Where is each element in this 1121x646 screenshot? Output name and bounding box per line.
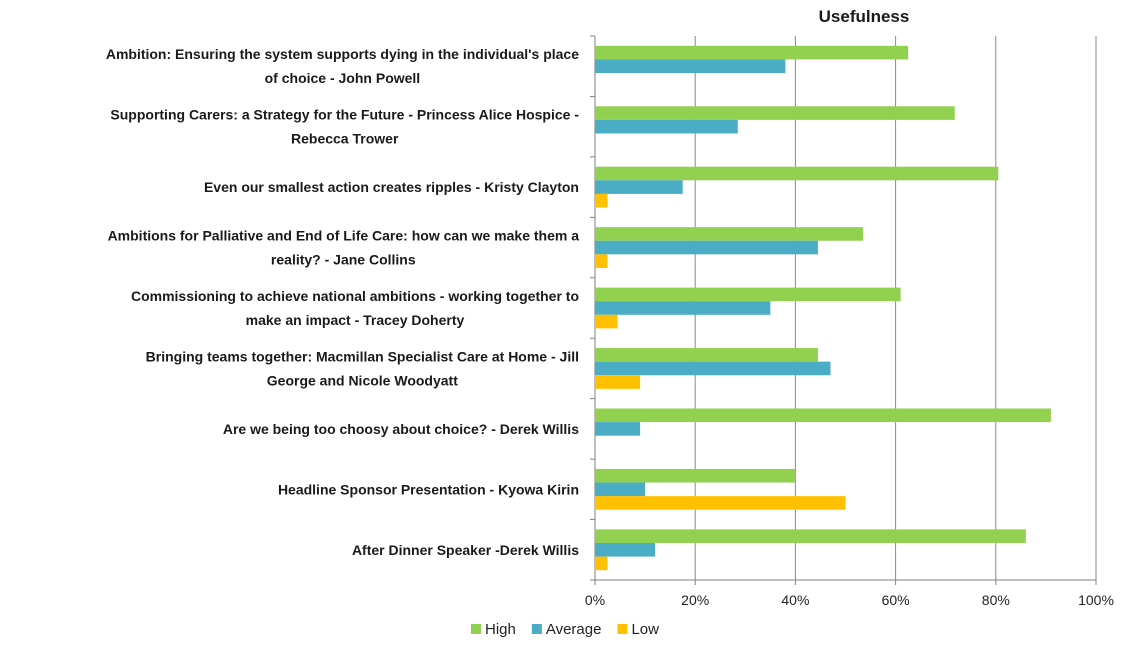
category-label-line: Are we being too choosy about choice? - …: [223, 421, 579, 437]
x-axis-ticks: 0% 20% 40% 60% 80% 100%: [585, 592, 1114, 608]
category-label: Ambitions for Palliative and End of Life…: [108, 228, 580, 268]
x-tick-label: 0%: [585, 592, 605, 608]
bar-high-4: [595, 227, 864, 241]
bar-average-2: [595, 119, 738, 134]
bar-high-2: [595, 106, 955, 120]
bar-high-3: [595, 166, 999, 181]
bar-average-9: [595, 542, 656, 557]
category-label-line: Even our smallest action creates ripples…: [204, 179, 579, 195]
x-tick-label: 20%: [681, 592, 709, 608]
category-label-line: Headline Sponsor Presentation - Kyowa Ki…: [278, 481, 579, 497]
bar-low-3: [595, 193, 608, 208]
category-label: After Dinner Speaker -Derek Willis: [352, 542, 579, 558]
legend-swatch-low: [617, 624, 628, 634]
x-tick-label: 40%: [781, 592, 809, 608]
category-label-line: Supporting Carers: a Strategy for the Fu…: [110, 107, 579, 123]
category-label-line: After Dinner Speaker -Derek Willis: [352, 542, 579, 558]
bar-average-6: [595, 361, 831, 376]
category-label-line: Commissioning to achieve national ambiti…: [131, 288, 579, 304]
category-label-line: Ambition: Ensuring the system supports d…: [106, 46, 579, 62]
category-label-line: Bringing teams together: Macmillan Speci…: [146, 348, 579, 364]
category-label: Commissioning to achieve national ambiti…: [131, 288, 579, 328]
legend-label-average: Average: [546, 621, 602, 638]
x-tick-label: 100%: [1078, 592, 1114, 608]
bar-average-1: [595, 59, 786, 74]
bar-low-8: [595, 496, 846, 510]
category-label: Supporting Carers: a Strategy for the Fu…: [110, 107, 579, 147]
category-label-line: of choice - John Powell: [265, 70, 421, 86]
category-label: Bringing teams together: Macmillan Speci…: [146, 348, 579, 388]
bar-low-4: [595, 254, 608, 268]
bar-average-4: [595, 240, 818, 255]
bar-average-3: [595, 180, 683, 194]
legend-swatch-average: [531, 624, 542, 634]
bar-average-7: [595, 422, 641, 436]
legend-swatch-high: [471, 624, 481, 634]
category-labels: Ambition: Ensuring the system supports d…: [106, 46, 579, 558]
category-label: Headline Sponsor Presentation - Kyowa Ki…: [278, 481, 579, 497]
x-tick-label: 60%: [882, 592, 910, 608]
bar-average-8: [595, 482, 646, 497]
bars-layer: [595, 45, 1051, 571]
legend-label-high: High: [485, 621, 516, 638]
category-label-line: George and Nicole Woodyatt: [267, 372, 458, 388]
category-label-line: Ambitions for Palliative and End of Life…: [108, 228, 580, 244]
category-label-line: make an impact - Tracey Doherty: [246, 312, 465, 328]
category-label-line: Rebecca Trower: [291, 131, 399, 147]
legend: High Average Low: [471, 621, 659, 638]
chart-title: Usefulness: [819, 7, 910, 26]
bar-low-5: [595, 314, 618, 329]
bar-high-7: [595, 408, 1051, 423]
bar-high-8: [595, 468, 796, 483]
x-tick-label: 80%: [982, 592, 1010, 608]
legend-label-low: Low: [631, 621, 659, 638]
category-label-line: reality? - Jane Collins: [271, 252, 416, 268]
bar-high-6: [595, 348, 818, 362]
bar-high-9: [595, 529, 1026, 543]
category-label: Even our smallest action creates ripples…: [204, 179, 579, 195]
category-label: Ambition: Ensuring the system supports d…: [106, 46, 579, 86]
bar-average-5: [595, 301, 771, 315]
bar-low-6: [595, 375, 641, 389]
category-label: Are we being too choosy about choice? - …: [223, 421, 579, 437]
bar-high-1: [595, 45, 909, 60]
bar-low-9: [595, 556, 608, 571]
bar-high-5: [595, 287, 901, 302]
